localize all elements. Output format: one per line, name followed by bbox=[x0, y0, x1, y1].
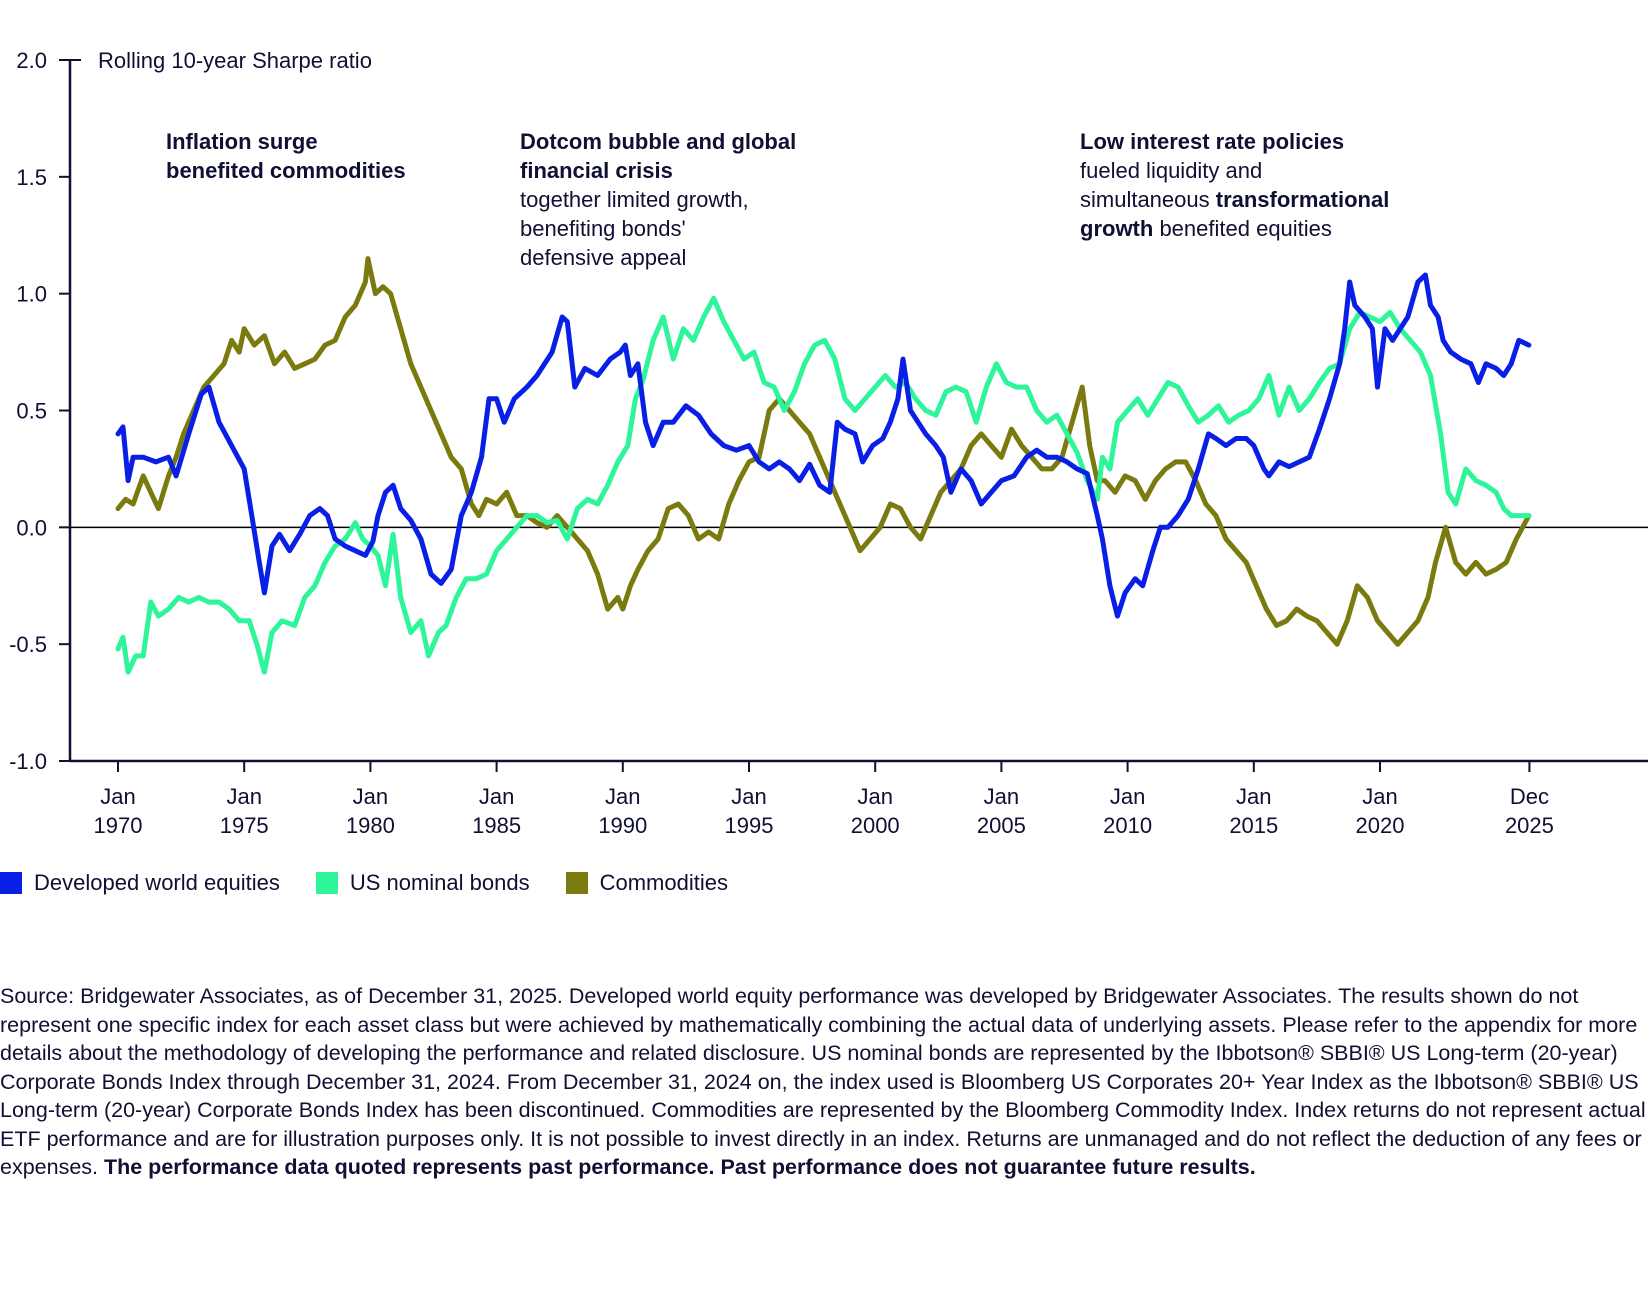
y-tick-label: 0.0 bbox=[16, 515, 47, 540]
x-tick-label-month: Jan bbox=[100, 784, 135, 809]
x-tick-label-month: Jan bbox=[731, 784, 766, 809]
annotation-text: fueled liquidity and bbox=[1080, 158, 1263, 183]
legend-swatch-bonds bbox=[315, 872, 338, 894]
x-tick-label-year: 1995 bbox=[725, 813, 774, 838]
x-tick-label-year: 1985 bbox=[472, 813, 521, 838]
legend-label-equities: Developed world equities bbox=[34, 870, 280, 895]
x-tick-label-year: 2015 bbox=[1229, 813, 1278, 838]
annotation-text: benefited commodities bbox=[166, 158, 406, 183]
annotation-text: benefiting bonds' bbox=[520, 216, 686, 241]
annotation-text: Dotcom bubble and global bbox=[520, 129, 797, 154]
x-tick-label-month: Jan bbox=[1236, 784, 1271, 809]
x-tick-label-year: 2000 bbox=[851, 813, 900, 838]
x-tick-label-month: Jan bbox=[605, 784, 640, 809]
annotation-text: Low interest rate policies bbox=[1080, 129, 1345, 154]
x-tick-label-month: Jan bbox=[1362, 784, 1397, 809]
annotation-text: benefited equities bbox=[1153, 216, 1332, 241]
x-tick-label-year: 1990 bbox=[598, 813, 647, 838]
x-axis: Jan 1970 Jan 1975 Jan 1980 Jan 1985 Jan 1990 Jan 19… bbox=[70, 759, 1648, 838]
footnote-source-text: Source: Bridgewater Associates, as of De… bbox=[0, 984, 1646, 1179]
x-tick-label-year: 2025 bbox=[1505, 813, 1554, 838]
legend-swatch-commodities bbox=[565, 872, 588, 894]
x-tick-label-month: Jan bbox=[353, 784, 388, 809]
series-line-developed-world-equities bbox=[115, 272, 1532, 619]
x-tick-label-month: Dec bbox=[1510, 784, 1549, 809]
annotation-text: defensive appeal bbox=[520, 245, 687, 270]
sharpe-ratio-line-chart: 2.01.51.00.50.0-0.5-1.0 Jan1970Jan1975Ja… bbox=[9, 48, 1648, 838]
annotation-dotcom-gfc: Dotcom bubble and global financial crisis… bbox=[520, 127, 796, 272]
legend-item-bonds: US nominal bonds bbox=[315, 870, 530, 896]
x-tick-label-year: 1980 bbox=[346, 813, 395, 838]
x-tick-label-month: Jan bbox=[226, 784, 261, 809]
y-tick-label: -1.0 bbox=[9, 749, 47, 774]
source-footnote: Source: Bridgewater Associates, as of De… bbox=[0, 982, 1648, 1182]
x-tick-label-year: 2020 bbox=[1356, 813, 1405, 838]
legend-swatch-equities bbox=[0, 872, 22, 894]
x-tick-label-month: Jan bbox=[1110, 784, 1145, 809]
legend-item-commodities: Commodities bbox=[565, 870, 728, 896]
y-tick-label: -0.5 bbox=[9, 632, 47, 657]
x-tick-label-year: 1975 bbox=[220, 813, 269, 838]
annotation-text: simultaneous bbox=[1080, 187, 1216, 212]
x-tick-label-month: Jan bbox=[479, 784, 514, 809]
annotation-inflation-surge: Inflation surge benefited commodities bbox=[166, 127, 406, 185]
y-axis-title: Rolling 10-year Sharpe ratio bbox=[98, 48, 372, 73]
y-tick-label: 1.5 bbox=[16, 165, 47, 190]
legend: Developed world equities US nominal bond… bbox=[0, 870, 764, 896]
y-tick-label: 2.0 bbox=[16, 48, 47, 73]
y-tick-label: 1.0 bbox=[16, 282, 47, 307]
annotation-text: transformational bbox=[1215, 187, 1390, 212]
legend-item-equities: Developed world equities bbox=[0, 870, 280, 896]
footnote-disclaimer-bold: The performance data quoted represents p… bbox=[103, 1155, 1256, 1179]
y-tick-label: 0.5 bbox=[16, 399, 47, 424]
x-tick-label-month: Jan bbox=[857, 784, 892, 809]
annotation-text: Inflation surge bbox=[166, 129, 318, 154]
annotation-text: financial crisis bbox=[520, 158, 673, 183]
annotation-text: growth bbox=[1080, 216, 1154, 241]
legend-label-bonds: US nominal bonds bbox=[349, 870, 530, 895]
series-line-commodities bbox=[115, 256, 1532, 647]
annotation-low-interest-rates: Low interest rate policies fueled liquidi… bbox=[1080, 127, 1389, 243]
x-tick-label-month: Jan bbox=[984, 784, 1019, 809]
series-layer bbox=[115, 256, 1532, 675]
x-tick-label-year: 2010 bbox=[1103, 813, 1152, 838]
legend-label-commodities: Commodities bbox=[599, 870, 728, 895]
x-tick-label-year: 2005 bbox=[977, 813, 1026, 838]
annotation-text: together limited growth, bbox=[520, 187, 749, 212]
x-tick-label-year: 1970 bbox=[94, 813, 143, 838]
